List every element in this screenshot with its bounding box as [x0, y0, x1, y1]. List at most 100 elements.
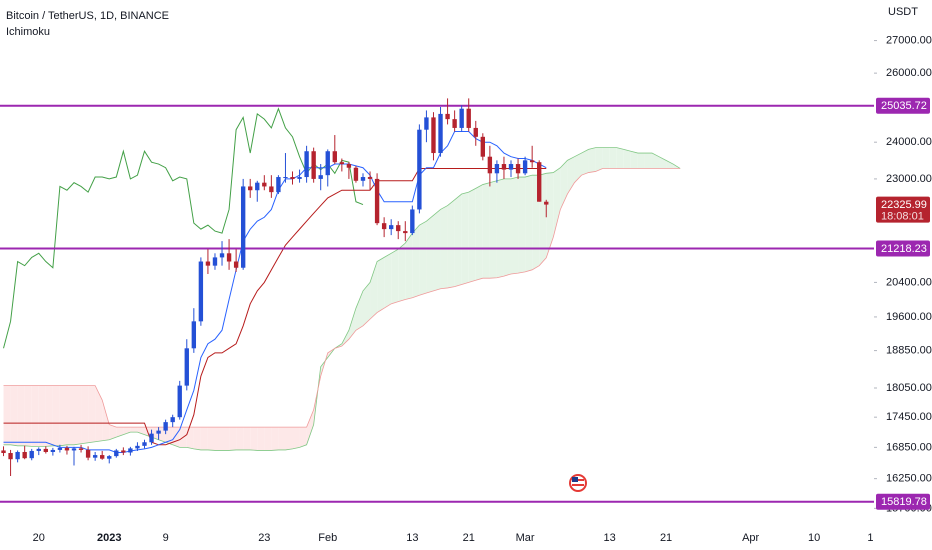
candle-body: [15, 451, 20, 460]
event-icon-stripe: [572, 484, 584, 486]
cloud-segment: [461, 192, 469, 285]
cloud-segment: [278, 427, 286, 450]
cloud-segment: [419, 221, 427, 296]
y-tick-label: 24000.00: [886, 136, 932, 148]
cloud-segment: [398, 243, 406, 302]
y-tick-label: 23000.00: [886, 173, 932, 185]
candle-body: [8, 453, 13, 460]
candle-body: [57, 447, 63, 450]
x-tick-label: 21: [660, 532, 672, 544]
cloud-segment: [207, 427, 215, 451]
x-tick-label: 10: [808, 532, 820, 544]
cloud-segment: [285, 427, 293, 450]
cloud-segment: [588, 147, 596, 173]
cloud-segment: [130, 427, 138, 433]
x-tick-label: 13: [406, 532, 418, 544]
candle-body: [121, 450, 126, 453]
candle-body: [85, 449, 91, 458]
level-label: 21218.23: [881, 243, 927, 255]
cloud-segment: [362, 282, 371, 326]
candle-body: [332, 151, 337, 163]
cloud-segment: [45, 385, 53, 447]
level-label-box: [876, 97, 930, 114]
cloud-segment: [299, 427, 307, 448]
x-tick-label: Apr: [742, 532, 759, 544]
candle-body: [290, 177, 295, 179]
cloud-segment: [10, 385, 18, 446]
cloud-segment: [567, 156, 575, 195]
cloud-segment: [482, 182, 490, 279]
cloud-segment: [651, 153, 660, 169]
candle-body: [276, 177, 281, 193]
cloud-segment: [602, 147, 610, 169]
cloud-segment: [370, 261, 378, 320]
cloud-segment: [193, 427, 201, 450]
cloud-segment: [595, 147, 603, 172]
x-tick-label: 2023: [97, 532, 121, 544]
candle-body: [219, 253, 225, 258]
cloud-segment: [348, 308, 356, 340]
cloud-segment: [38, 385, 46, 447]
cloud-segment: [630, 151, 638, 169]
cloud-segment: [123, 427, 131, 435]
x-tick-label: 21: [463, 532, 475, 544]
x-tick-label: 1: [867, 532, 873, 544]
y-tick-label: 16850.00: [886, 441, 932, 453]
level-label: 25035.72: [881, 100, 927, 112]
candle-body: [248, 186, 253, 191]
indicator-name: Ichimoku: [6, 26, 50, 38]
candle-body: [78, 448, 84, 450]
candle-body: [339, 162, 345, 165]
level-label-box: [876, 240, 930, 257]
y-tick-label: 20400.00: [886, 276, 932, 288]
candle-body: [459, 108, 464, 128]
cloud-segment: [454, 194, 462, 287]
cloud-segment: [200, 427, 208, 450]
x-tick-label: Feb: [318, 532, 337, 544]
candle-body: [255, 182, 260, 191]
candle-body: [1, 450, 6, 454]
candle-body: [494, 164, 500, 174]
x-tick-label: 23: [258, 532, 270, 544]
cloud-segment: [257, 427, 265, 451]
candle-body: [417, 129, 422, 210]
candle-body: [318, 175, 323, 179]
last-price-box: [876, 196, 930, 223]
cloud-segment: [405, 233, 413, 300]
y-tick-label: 16250.00: [886, 473, 932, 485]
countdown-label: 18:08:01: [881, 210, 924, 222]
cloud-segment: [59, 385, 67, 446]
cloud-segment: [355, 290, 363, 331]
cloud-segment: [616, 147, 624, 169]
candle-body: [107, 456, 112, 459]
candle-body: [445, 113, 450, 120]
plot-area: [0, 40, 877, 509]
candle-body: [501, 164, 507, 170]
base-line: [3, 167, 547, 446]
leading-span-a: [3, 147, 681, 451]
candle-body: [452, 119, 457, 128]
x-tick-label: 13: [604, 532, 616, 544]
cloud-segment: [433, 209, 441, 291]
cloud-segment: [475, 184, 483, 281]
event-icon[interactable]: [569, 474, 587, 492]
cloud-segment: [31, 385, 39, 447]
cloud-segment: [109, 424, 117, 440]
candle-body: [128, 448, 133, 453]
cloud-segment: [609, 147, 617, 169]
cloud-segment: [518, 177, 526, 274]
candle-body: [389, 225, 394, 230]
cloud-segment: [74, 385, 82, 445]
y-tick-label: 18850.00: [886, 344, 932, 356]
cloud-segment: [525, 175, 533, 272]
cloud-segment: [496, 178, 504, 278]
candle-body: [177, 385, 182, 418]
candle-body: [163, 422, 168, 431]
cloud-segment: [186, 427, 194, 449]
cloud-segment: [172, 427, 180, 448]
candle-body: [515, 164, 521, 174]
level-label: 15819.78: [881, 496, 927, 508]
cloud-segment: [222, 427, 230, 451]
